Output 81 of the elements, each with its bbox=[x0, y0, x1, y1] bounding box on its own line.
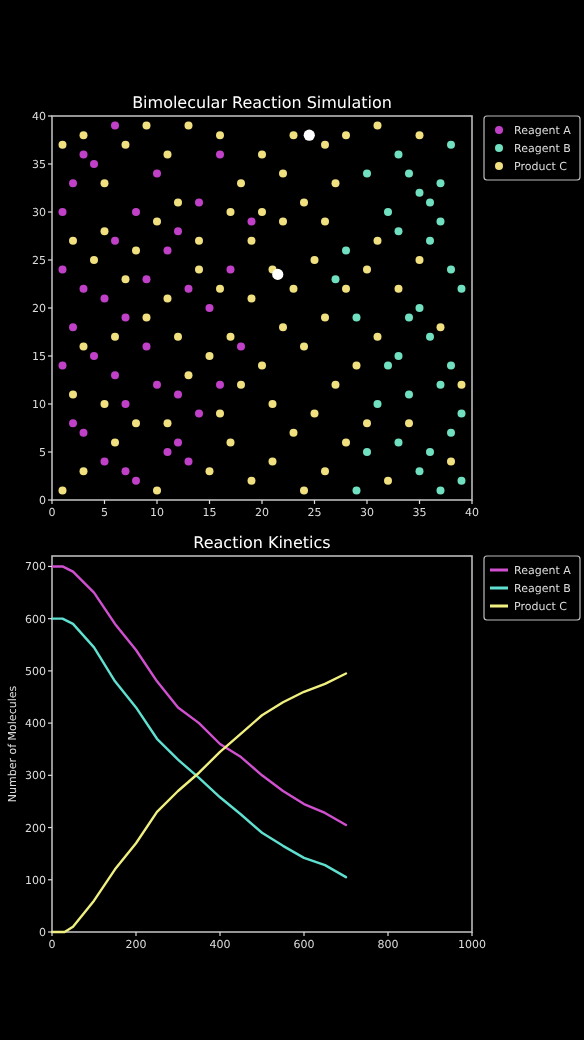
point bbox=[195, 198, 203, 207]
point bbox=[415, 304, 424, 312]
point bbox=[79, 284, 88, 293]
point bbox=[121, 313, 130, 322]
point bbox=[69, 323, 77, 332]
point bbox=[447, 361, 455, 370]
point bbox=[174, 438, 182, 447]
point bbox=[394, 352, 403, 360]
point bbox=[247, 217, 256, 226]
point bbox=[216, 380, 224, 389]
point bbox=[237, 342, 245, 351]
point bbox=[426, 198, 434, 207]
point bbox=[184, 457, 193, 466]
point bbox=[111, 236, 119, 245]
point bbox=[415, 467, 424, 476]
point bbox=[405, 313, 413, 322]
point bbox=[100, 294, 109, 303]
point bbox=[79, 428, 88, 437]
point bbox=[153, 380, 161, 389]
point bbox=[100, 457, 109, 466]
point bbox=[436, 486, 445, 495]
point bbox=[384, 208, 392, 216]
point bbox=[415, 188, 424, 197]
chart-title: Bimolecular Reaction Simulation bbox=[132, 94, 392, 112]
chart-title: Reaction Kinetics bbox=[193, 534, 331, 552]
line-series bbox=[50, 617, 348, 879]
point bbox=[132, 208, 140, 216]
point bbox=[331, 275, 340, 284]
point bbox=[226, 265, 235, 274]
point bbox=[69, 419, 77, 428]
point bbox=[58, 265, 67, 274]
point bbox=[405, 169, 413, 178]
point bbox=[121, 467, 130, 476]
point bbox=[373, 400, 382, 408]
point bbox=[457, 409, 466, 418]
point bbox=[426, 236, 434, 245]
point bbox=[90, 160, 98, 168]
point bbox=[352, 313, 361, 322]
point bbox=[447, 428, 455, 437]
point bbox=[58, 361, 67, 370]
point bbox=[216, 150, 224, 159]
point bbox=[426, 448, 434, 456]
point bbox=[163, 448, 172, 456]
point bbox=[394, 438, 403, 447]
point bbox=[195, 409, 203, 418]
point bbox=[363, 169, 371, 178]
point bbox=[121, 400, 130, 408]
point bbox=[436, 217, 445, 226]
point bbox=[436, 179, 445, 188]
point bbox=[111, 121, 119, 130]
point bbox=[303, 129, 315, 141]
point bbox=[58, 208, 67, 216]
point bbox=[436, 380, 445, 389]
point bbox=[174, 227, 182, 236]
point bbox=[457, 476, 466, 485]
point bbox=[90, 352, 98, 360]
point bbox=[426, 332, 434, 341]
point bbox=[447, 140, 455, 149]
point bbox=[384, 361, 392, 370]
point bbox=[69, 179, 77, 188]
line-series bbox=[50, 565, 348, 827]
point bbox=[174, 390, 182, 399]
point bbox=[111, 371, 119, 380]
point bbox=[394, 227, 403, 236]
point bbox=[163, 246, 172, 255]
point bbox=[363, 448, 371, 456]
point bbox=[272, 268, 284, 280]
point bbox=[342, 246, 350, 255]
point bbox=[405, 390, 413, 399]
point bbox=[79, 150, 88, 159]
point bbox=[142, 342, 151, 351]
point bbox=[184, 284, 193, 293]
point bbox=[153, 169, 161, 178]
point bbox=[142, 275, 151, 284]
point bbox=[457, 284, 466, 293]
point bbox=[132, 476, 140, 485]
line-series bbox=[50, 672, 348, 934]
point bbox=[394, 150, 403, 159]
point bbox=[447, 265, 455, 274]
point bbox=[352, 486, 361, 495]
point bbox=[205, 304, 214, 312]
